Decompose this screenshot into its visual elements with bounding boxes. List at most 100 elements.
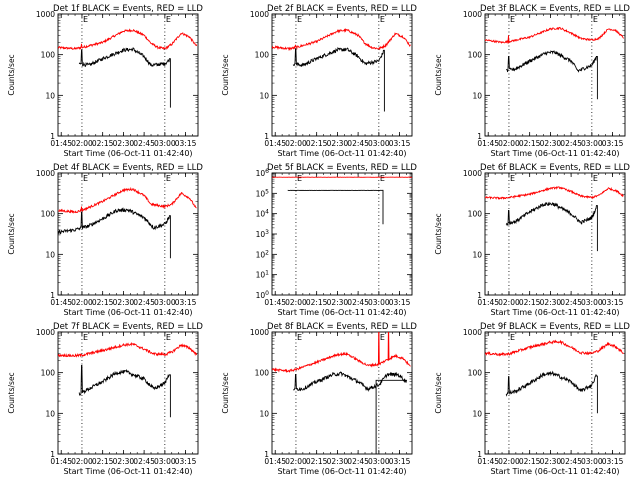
panel-title: Det 3f BLACK = Events, RED = LLD (480, 4, 630, 14)
x-tick-label: 02:00 (498, 457, 520, 466)
x-tick-label: 02:00 (71, 457, 93, 466)
plot-frame (57, 172, 199, 296)
event-marker-label: E (297, 15, 302, 24)
panel-title: Det 2f BLACK = Events, RED = LLD (267, 4, 417, 14)
x-tick-label: 03:15 (602, 139, 624, 148)
x-tick-label: 02:15 (519, 457, 541, 466)
panel-title: Det 5f BLACK = Events, RED = LLD (267, 163, 417, 173)
event-marker-label: E (83, 174, 88, 183)
x-tick-label: 01:45 (477, 298, 499, 307)
lld-series-line (58, 28, 198, 51)
event-marker-label: E (83, 333, 88, 342)
events-series-line (292, 371, 408, 454)
event-marker-label: E (83, 15, 88, 24)
y-tick-label: 1 (477, 132, 482, 141)
x-tick-label: 03:15 (175, 457, 197, 466)
x-axis-label: Start Time (06-Oct-11 01:42:40) (277, 149, 406, 158)
lld-series-line (485, 26, 624, 45)
y-tick-label: 1 (264, 132, 269, 141)
y-tick-label: 100 (255, 369, 270, 378)
x-tick-label: 02:15 (92, 139, 114, 148)
y-tick-label: 10 (259, 91, 269, 100)
x-tick-label: 03:15 (389, 139, 411, 148)
panel-1: Det 1f BLACK = Events, RED = LLD Counts/s… (7, 4, 203, 158)
x-tick-label: 03:15 (389, 457, 411, 466)
x-axis-label: Start Time (06-Oct-11 01:42:40) (277, 308, 406, 317)
y-axis-label: Counts/sec (221, 372, 230, 413)
panel-title: Det 7f BLACK = Events, RED = LLD (53, 322, 203, 332)
x-tick-label: 02:45 (347, 457, 369, 466)
events-series-line (287, 189, 384, 225)
x-tick-label: 02:15 (306, 457, 328, 466)
x-tick-label: 02:00 (71, 298, 93, 307)
x-tick-label: 02:30 (540, 298, 562, 307)
y-tick-label: 100 (468, 210, 483, 219)
y-axis-label: Counts/sec (434, 372, 443, 413)
x-tick-label: 02:15 (306, 298, 328, 307)
y-tick-label: 102 (256, 249, 270, 259)
x-tick-label: 01:45 (264, 457, 286, 466)
events-series-line (505, 50, 598, 100)
plot-frame (271, 172, 413, 296)
x-tick-label: 02:30 (113, 457, 135, 466)
event-marker-label: E (593, 15, 598, 24)
plot-frame (484, 172, 626, 296)
x-tick-label: 03:00 (154, 298, 176, 307)
x-tick-label: 01:45 (264, 139, 286, 148)
plot-frame (57, 13, 199, 137)
x-tick-label: 02:15 (306, 139, 328, 148)
panel-title: Det 9f BLACK = Events, RED = LLD (480, 322, 630, 332)
x-tick-label: 03:15 (602, 298, 624, 307)
y-tick-label: 1000 (36, 169, 55, 178)
x-tick-label: 02:45 (560, 139, 582, 148)
events-series-line (505, 370, 598, 414)
event-marker-label: E (510, 15, 515, 24)
y-tick-label: 1000 (36, 328, 55, 337)
x-tick-label: 03:00 (368, 457, 390, 466)
x-tick-label: 03:00 (581, 298, 603, 307)
x-axis-label: Start Time (06-Oct-11 01:42:40) (63, 467, 192, 476)
y-tick-label: 100 (41, 210, 56, 219)
x-tick-label: 02:45 (133, 457, 155, 466)
plot-frame (484, 331, 626, 455)
event-marker-label: E (380, 15, 385, 24)
y-tick-label: 1 (264, 450, 269, 459)
x-tick-label: 01:45 (50, 139, 72, 148)
panel-9: Det 9f BLACK = Events, RED = LLD Counts/s… (434, 322, 630, 476)
lld-series-line (58, 342, 198, 358)
y-tick-label: 100 (256, 290, 270, 300)
lld-series-line (485, 186, 624, 200)
x-tick-label: 02:00 (285, 298, 307, 307)
y-tick-label: 1000 (463, 169, 482, 178)
panel-8: Det 8f BLACK = Events, RED = LLD Counts/s… (221, 322, 417, 476)
event-marker-label: E (166, 15, 171, 24)
y-tick-label: 1 (477, 450, 482, 459)
x-tick-label: 02:45 (133, 139, 155, 148)
panel-4: Det 4f BLACK = Events, RED = LLD Counts/s… (7, 163, 203, 317)
x-tick-label: 02:00 (285, 457, 307, 466)
x-axis-label: Start Time (06-Oct-11 01:42:40) (490, 149, 619, 158)
y-tick-label: 10 (45, 91, 55, 100)
x-tick-label: 02:00 (498, 139, 520, 148)
x-tick-label: 01:45 (50, 298, 72, 307)
y-tick-label: 1 (477, 291, 482, 300)
panel-5: Det 5f BLACK = Events, RED = LLD Start Ti… (256, 163, 418, 317)
y-tick-label: 10 (472, 409, 482, 418)
lld-series-line (272, 27, 411, 52)
y-tick-label: 10 (45, 409, 55, 418)
x-tick-label: 02:30 (113, 298, 135, 307)
panel-title: Det 6f BLACK = Events, RED = LLD (480, 163, 630, 173)
x-tick-label: 03:15 (389, 298, 411, 307)
y-tick-label: 1000 (250, 10, 269, 19)
y-axis-label: Counts/sec (7, 372, 16, 413)
x-tick-label: 02:30 (540, 457, 562, 466)
y-tick-label: 1 (50, 291, 55, 300)
x-axis-label: Start Time (06-Oct-11 01:42:40) (63, 149, 192, 158)
x-tick-label: 03:00 (581, 457, 603, 466)
event-marker-label: E (297, 333, 302, 342)
plot-frame (484, 13, 626, 137)
event-marker-label: E (593, 333, 598, 342)
y-tick-label: 10 (45, 250, 55, 259)
y-tick-label: 1 (50, 132, 55, 141)
x-tick-label: 03:00 (154, 139, 176, 148)
